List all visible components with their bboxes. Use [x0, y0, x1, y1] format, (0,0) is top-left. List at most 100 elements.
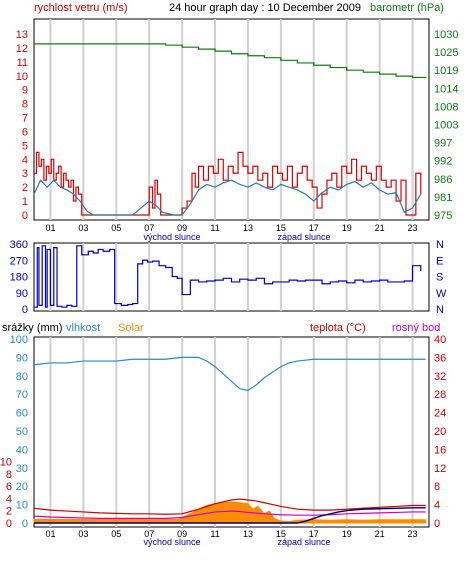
- x-tick-label: 09: [177, 223, 187, 233]
- y-tick-label: 1025: [434, 47, 458, 59]
- y-tick-label: 270: [10, 255, 28, 267]
- x-tick-label: 05: [111, 223, 121, 233]
- x-tick-label: 03: [78, 529, 88, 539]
- x-tick-label: 09: [177, 529, 187, 539]
- x-tick-label: 03: [78, 223, 88, 233]
- humidity-temperature-panel: [33, 336, 430, 528]
- x-tick-label: 11: [210, 529, 219, 539]
- y-tick-label: 0: [434, 518, 440, 530]
- chart-title: 24 hour graph day : 10 December 2009: [169, 2, 361, 14]
- x-tick-label: 05: [111, 529, 121, 539]
- x-tick-label: 11: [210, 223, 219, 233]
- y-tick-label: 180: [10, 272, 28, 284]
- y-tick-label: 16: [434, 444, 446, 456]
- x-tick-label: 07: [144, 529, 154, 539]
- y-tick-label: 992: [434, 156, 452, 168]
- x-tick-label: 19: [342, 223, 352, 233]
- y-tick-label: 10: [16, 500, 28, 512]
- y-tick-label: 100: [10, 334, 28, 346]
- sunset-label-top: západ slunce: [277, 232, 330, 242]
- y-tick-label: 1014: [434, 83, 458, 95]
- y-tick-label: 32: [434, 371, 446, 383]
- y-tick-label: 90: [16, 352, 28, 364]
- y-tick-label: 20: [16, 481, 28, 493]
- y-tick-label: 40: [16, 444, 28, 456]
- rain-line: [34, 507, 426, 524]
- y-tick-label: 12: [16, 43, 28, 55]
- y-tick-label: 20: [434, 426, 446, 438]
- y-tick-label: 7: [22, 113, 28, 125]
- sunset-label-bottom: západ slunce: [277, 537, 330, 547]
- y-tick-label: 2: [22, 182, 28, 194]
- wind-direction-line: [34, 245, 422, 308]
- y-tick-label: 5: [22, 140, 28, 152]
- x-tick-label: 01: [45, 529, 55, 539]
- y-tick-label: S: [436, 272, 443, 284]
- pressure-axis-label: barometr (hPa): [370, 2, 444, 14]
- sunrise-label-bottom: východ slunce: [143, 537, 200, 547]
- y-tick-label: 0: [22, 518, 28, 530]
- y-tick-label: 11: [17, 57, 28, 69]
- y-tick-label: 997: [434, 138, 452, 150]
- y-tick-label: 28: [434, 389, 446, 401]
- y-tick-label: 1008: [434, 101, 458, 113]
- y-tick-label: 9: [22, 85, 28, 97]
- y-tick-label: 24: [434, 408, 446, 420]
- y-tick-label: 981: [434, 192, 452, 204]
- dewpoint-legend: rosný bod: [392, 322, 440, 334]
- y-tick-label: 6: [22, 126, 28, 138]
- y-tick-label: 70: [16, 389, 28, 401]
- y-tick-label: 4: [434, 500, 440, 512]
- x-tick-label: 21: [375, 223, 385, 233]
- wind-pressure-panel: [33, 18, 430, 221]
- y-tick-label: 36: [434, 352, 446, 364]
- y-tick-label: 986: [434, 174, 452, 186]
- pressure-line: [34, 43, 427, 79]
- temperature-legend: teplota (°C): [310, 322, 366, 334]
- x-tick-label: 01: [45, 223, 55, 233]
- rain-tick-label: 0: [6, 518, 12, 530]
- y-tick-label: 13: [16, 29, 28, 41]
- y-tick-label: N: [436, 239, 444, 251]
- y-tick-label: E: [436, 255, 443, 267]
- y-tick-label: 8: [22, 99, 28, 111]
- x-tick-label: 15: [276, 529, 286, 539]
- rain-tick-label: 2: [6, 506, 12, 518]
- x-tick-label: 23: [408, 529, 418, 539]
- y-tick-label: 30: [16, 463, 28, 475]
- rain-tick-label: 8: [6, 469, 12, 481]
- sunrise-label-top: východ slunce: [143, 232, 200, 242]
- temperature-line: [33, 498, 426, 515]
- rain-tick-label: 10: [0, 457, 12, 469]
- y-tick-label: 1: [22, 196, 28, 208]
- x-tick-label: 07: [144, 223, 154, 233]
- y-tick-label: 975: [434, 210, 452, 222]
- x-tick-label: 19: [342, 529, 352, 539]
- x-tick-label: 23: [408, 223, 418, 233]
- y-tick-label: W: [436, 288, 447, 300]
- y-tick-label: 80: [16, 371, 28, 383]
- y-tick-label: 8: [434, 481, 440, 493]
- solar-legend: Solar: [118, 322, 144, 334]
- x-tick-label: 13: [243, 223, 253, 233]
- x-tick-label: 13: [243, 529, 253, 539]
- y-tick-label: 0: [22, 210, 28, 222]
- rain-axis-label: srážky (mm): [2, 322, 63, 334]
- y-tick-label: N: [436, 304, 444, 316]
- wind-average-line: [33, 179, 422, 216]
- x-tick-label: 17: [309, 223, 319, 233]
- wind-axis-label: rychlost vetru (m/s): [34, 2, 128, 14]
- y-tick-label: 40: [434, 334, 446, 346]
- wind-direction-panel: [33, 242, 430, 312]
- rain-tick-label: 4: [6, 493, 12, 505]
- y-tick-label: 12: [434, 463, 446, 475]
- y-tick-label: 0: [22, 304, 28, 316]
- y-tick-label: 90: [16, 288, 28, 300]
- x-tick-label: 17: [309, 529, 319, 539]
- dewpoint-line: [33, 510, 426, 519]
- humidity-line: [33, 356, 426, 392]
- x-tick-label: 15: [276, 223, 286, 233]
- y-tick-label: 3: [22, 168, 28, 180]
- y-tick-label: 360: [10, 239, 28, 251]
